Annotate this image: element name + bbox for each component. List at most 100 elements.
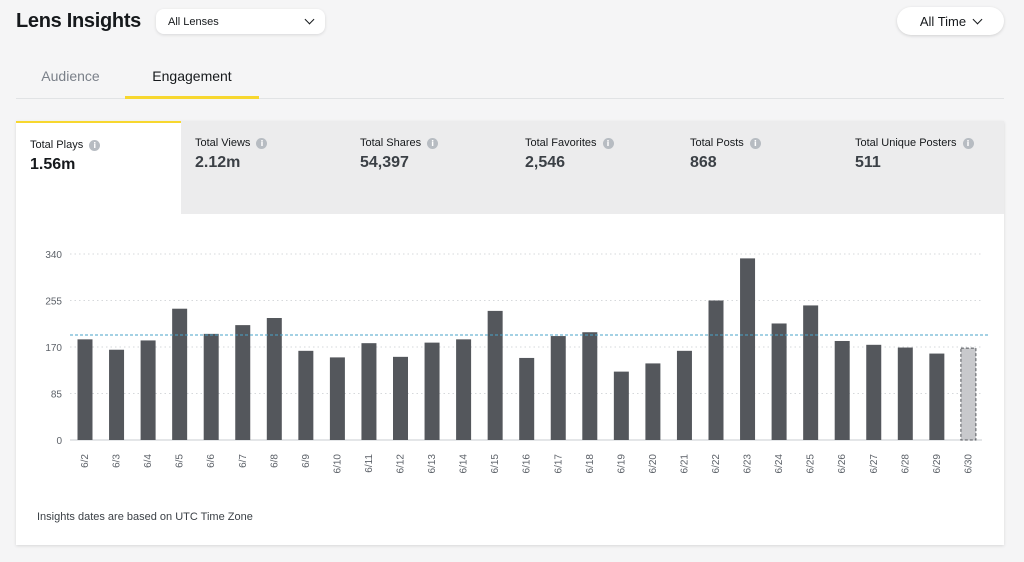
metric-label: Total Plays [30, 139, 84, 151]
metrics-row: Total Plays i 1.56m Total Views i 2.12m To… [16, 121, 1004, 216]
bar [866, 344, 882, 440]
bar [140, 340, 156, 440]
x-tick-label: 6/24 [774, 454, 785, 474]
bar [456, 339, 472, 440]
bar [550, 336, 566, 440]
metric-value: 1.56m [30, 156, 76, 173]
x-tick-label: 6/19 [616, 454, 627, 474]
metric-total-plays[interactable]: Total Plays i 1.56m [16, 121, 181, 216]
x-tick-label: 6/12 [396, 454, 407, 474]
metric-label: Total Shares [360, 137, 422, 149]
bar [329, 357, 345, 440]
x-tick-label: 6/26 [837, 454, 848, 474]
bar [266, 318, 282, 440]
x-tick-label: 6/30 [963, 454, 974, 474]
y-tick-label: 0 [56, 436, 62, 447]
x-tick-label: 6/22 [711, 454, 722, 474]
bar [803, 305, 819, 440]
timezone-note: Insights dates are based on UTC Time Zon… [37, 511, 253, 523]
info-icon[interactable]: i [89, 139, 101, 151]
tab-audience[interactable]: Audience [41, 68, 100, 84]
x-tick-label: 6/11 [364, 454, 375, 473]
x-tick-label: 6/16 [522, 454, 533, 474]
y-tick-label: 340 [45, 250, 62, 261]
metric-value: 511 [855, 154, 881, 171]
plays-bar-chart: 0 85 170 255 340 6/2 6/3 6/4 6/5 6/6 6/7 6/8 6/9 6/10… [45, 250, 988, 474]
info-icon[interactable]: i [427, 137, 439, 149]
bar [361, 343, 377, 440]
bar [897, 347, 913, 440]
chevron-down-icon [972, 14, 983, 24]
info-icon[interactable]: i [749, 137, 761, 149]
tab-engagement[interactable]: Engagement [125, 54, 259, 99]
info-icon[interactable]: i [962, 137, 974, 149]
x-tick-label: 6/3 [112, 454, 123, 468]
bar [645, 363, 661, 440]
bar [424, 342, 440, 440]
bar [740, 258, 756, 440]
x-tick-label: 6/23 [743, 454, 754, 474]
bar [960, 347, 977, 441]
x-tick-label: 6/21 [679, 454, 690, 474]
bar [172, 308, 188, 440]
x-tick-label: 6/9 [301, 454, 312, 468]
metric-label: Total Unique Posters [855, 137, 957, 149]
x-tick-label: 6/25 [806, 454, 817, 474]
header: Lens Insights All Lenses All Time [0, 0, 1024, 44]
metric-total-shares[interactable]: Total Shares i 54,397 [346, 121, 511, 214]
x-tick-label: 6/13 [427, 454, 438, 474]
x-tick-label: 6/17 [553, 454, 564, 474]
x-tick-label: 6/18 [585, 454, 596, 474]
y-tick-label: 255 [45, 297, 62, 308]
bar [929, 353, 945, 440]
x-tick-label: 6/2 [80, 454, 91, 468]
x-tick-label: 6/20 [648, 454, 659, 474]
bar [582, 332, 598, 440]
page-title: Lens Insights [16, 10, 142, 32]
bar [298, 350, 314, 440]
lens-select[interactable]: All Lenses [156, 9, 325, 34]
metric-value: 2.12m [195, 154, 241, 171]
metric-total-posts[interactable]: Total Posts i 868 [676, 121, 841, 214]
time-range-value: All Time [919, 13, 967, 29]
x-tick-label: 6/4 [143, 454, 154, 468]
tab-bar: Audience Engagement [16, 54, 1004, 99]
bar [393, 356, 408, 440]
bar [519, 357, 535, 440]
y-tick-label: 85 [51, 390, 63, 401]
metric-label: Total Views [195, 137, 251, 149]
metric-value: 2,546 [525, 154, 566, 171]
time-range-select[interactable]: All Time [897, 7, 1004, 35]
metric-value: 868 [690, 154, 717, 171]
bar [235, 325, 251, 440]
metric-value: 54,397 [360, 154, 409, 171]
x-tick-label: 6/5 [175, 454, 186, 468]
bar [613, 371, 629, 440]
metric-total-views[interactable]: Total Views i 2.12m [181, 121, 346, 214]
bar [77, 339, 93, 440]
x-tick-label: 6/7 [238, 454, 249, 468]
metric-label: Total Favorites [525, 137, 597, 149]
x-tick-label: 6/29 [932, 454, 943, 474]
x-tick-label: 6/8 [269, 454, 280, 468]
x-tick-label: 6/6 [206, 454, 217, 468]
metric-total-unique-posters[interactable]: Total Unique Posters i 511 [841, 121, 1004, 214]
bar [771, 323, 787, 440]
bar [109, 349, 125, 440]
info-icon[interactable]: i [602, 137, 614, 149]
x-tick-label: 6/10 [332, 454, 343, 474]
bar [834, 340, 850, 440]
bar [676, 350, 692, 440]
x-tick-label: 6/27 [869, 454, 880, 474]
metric-total-favorites[interactable]: Total Favorites i 2,546 [511, 121, 676, 214]
y-tick-label: 170 [45, 343, 62, 354]
x-tick-label: 6/28 [900, 454, 911, 474]
x-tick-label: 6/14 [459, 454, 470, 474]
chevron-down-icon [304, 14, 315, 25]
bar [708, 300, 724, 440]
lens-select-value: All Lenses [168, 15, 219, 28]
engagement-card: Total Plays i 1.56m Total Views i 2.12m To… [16, 121, 1004, 545]
bar [203, 333, 219, 440]
x-tick-label: 6/15 [490, 454, 501, 474]
info-icon[interactable]: i [256, 137, 268, 149]
